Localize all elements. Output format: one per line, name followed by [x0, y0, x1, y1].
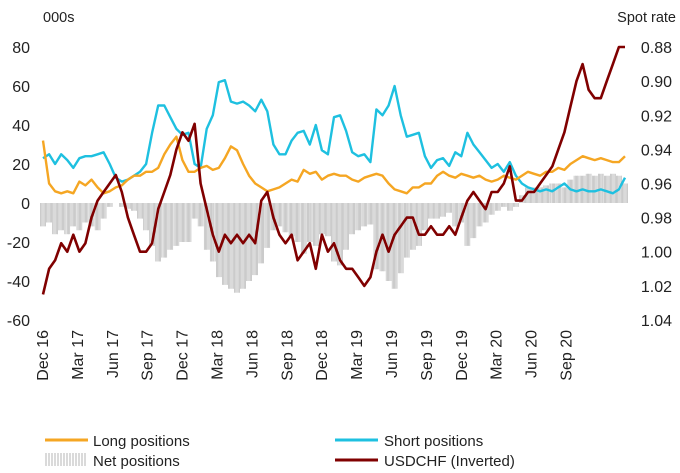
left-axis-tick-label: 0	[21, 196, 30, 213]
series-line-usdchf-inverted	[41, 45, 625, 295]
right-axis-tick-label: 0.88	[641, 40, 672, 57]
x-axis-tick-label: Dec 17	[175, 330, 192, 381]
legend-label-net: Net positions	[93, 453, 180, 470]
left-axis-tick-label: -60	[7, 313, 30, 330]
net-positions-bars	[40, 173, 628, 293]
x-axis-tick-label: Sep 19	[419, 330, 436, 381]
left-axis-tick-label: 80	[12, 40, 30, 57]
left-axis-tick-label: 60	[12, 79, 30, 96]
legend: Long positions Short positions Net posit…	[45, 433, 515, 470]
x-axis-tick-label: Dec 16	[35, 330, 52, 381]
legend-item-short: Short positions	[335, 433, 483, 450]
legend-swatch-net	[45, 453, 86, 466]
x-axis-tick-label: Jun 18	[244, 330, 261, 378]
x-axis-tick-label: Sep 18	[279, 330, 296, 381]
x-axis-tick-label: Mar 19	[349, 330, 366, 380]
x-axis-tick-label: Dec 18	[314, 330, 331, 381]
x-axis-tick-label: Jun 19	[384, 330, 401, 378]
axes: 80 60 40 20 0 -20 -40 -60 0.88 0.90 0.92 0.94 0.96 0.…	[7, 40, 672, 381]
legend-label-usdchf: USDCHF (Inverted)	[384, 453, 515, 470]
x-axis-tick-label: Mar 18	[210, 330, 227, 380]
left-axis-tick-label: -20	[7, 235, 30, 252]
x-axis-tick-label: Sep 17	[140, 330, 157, 381]
legend-item-long: Long positions	[45, 433, 190, 450]
series-line-long-positions	[41, 135, 626, 195]
x-axis-tick-label: Dec 19	[454, 330, 471, 381]
left-axis-unit-label: 000s	[43, 10, 74, 26]
legend-label-short: Short positions	[384, 433, 483, 450]
right-axis-tick-label: 0.90	[641, 74, 672, 91]
x-axis-tick-label: Jun 17	[105, 330, 122, 378]
right-axis-tick-label: 0.96	[641, 177, 672, 194]
right-axis-unit-label: Spot rate	[617, 10, 676, 26]
right-axis-tick-label: 1.02	[641, 279, 672, 296]
series-line-short-positions	[42, 78, 627, 195]
legend-label-long: Long positions	[93, 433, 190, 450]
right-axis-tick-label: 1.04	[641, 313, 672, 330]
x-axis-tick-label: Sep 20	[559, 330, 576, 381]
legend-item-net: Net positions	[45, 453, 180, 470]
right-axis-tick-label: 0.98	[641, 211, 672, 228]
x-axis-tick-label: Mar 17	[70, 330, 87, 380]
legend-item-usdchf: USDCHF (Inverted)	[335, 453, 515, 470]
left-axis-tick-label: 20	[12, 157, 30, 174]
x-axis-tick-label: Jun 20	[524, 330, 541, 378]
right-axis-tick-label: 1.00	[641, 245, 672, 262]
right-axis-tick-label: 0.92	[641, 108, 672, 125]
left-axis-tick-label: 40	[12, 118, 30, 135]
x-axis-tick-label: Mar 20	[489, 330, 506, 380]
left-axis-tick-label: -40	[7, 274, 30, 291]
series-lines	[41, 45, 627, 295]
right-axis-tick-label: 0.94	[641, 142, 672, 159]
